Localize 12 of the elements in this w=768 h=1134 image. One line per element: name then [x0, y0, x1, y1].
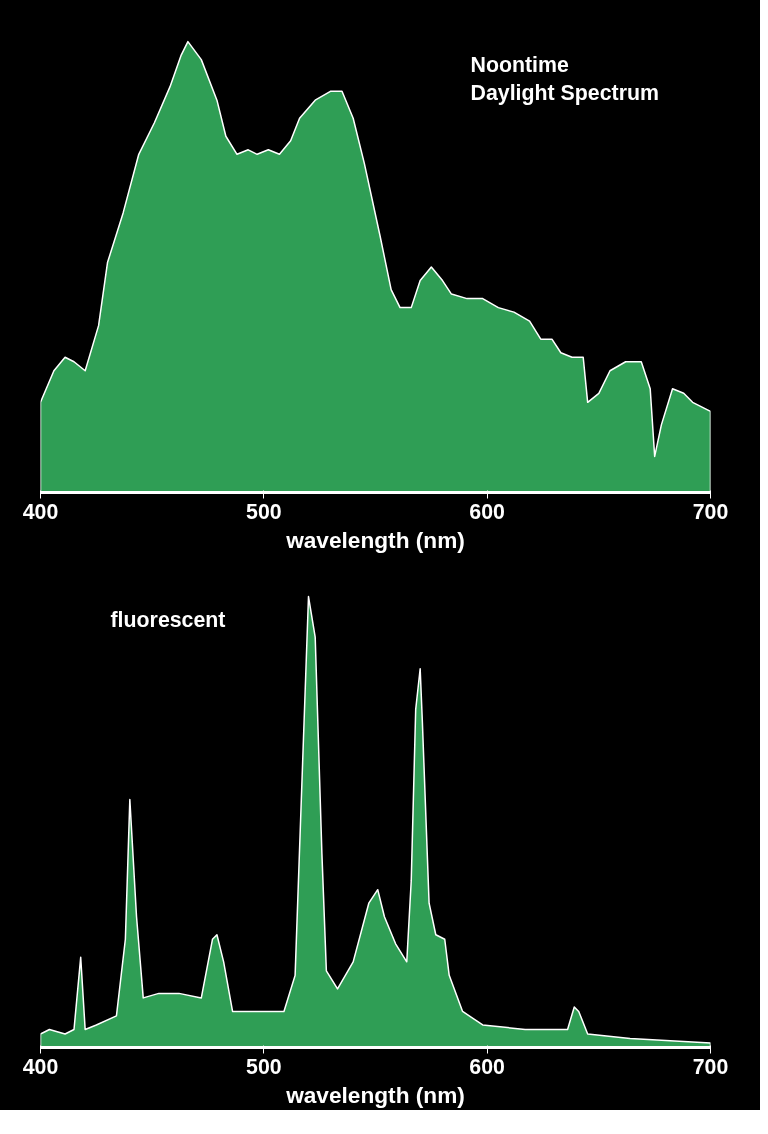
x-tick-label: 700: [692, 1054, 729, 1079]
x-axis-title: wavelength (nm): [285, 1081, 465, 1108]
x-tick-label: 600: [469, 1054, 505, 1079]
text: fluorescent: [110, 607, 226, 632]
x-axis-title: wavelength (nm): [285, 526, 465, 553]
x-tick-label: 700: [692, 499, 729, 524]
x-tick-label: 500: [246, 499, 282, 524]
text: Noontime Daylight Spectrum: [470, 52, 659, 106]
x-tick-label: 400: [22, 499, 59, 524]
x-tick-label: 600: [469, 499, 505, 524]
x-tick-label: 500: [246, 1054, 282, 1079]
x-tick-label: 400: [22, 1054, 59, 1079]
